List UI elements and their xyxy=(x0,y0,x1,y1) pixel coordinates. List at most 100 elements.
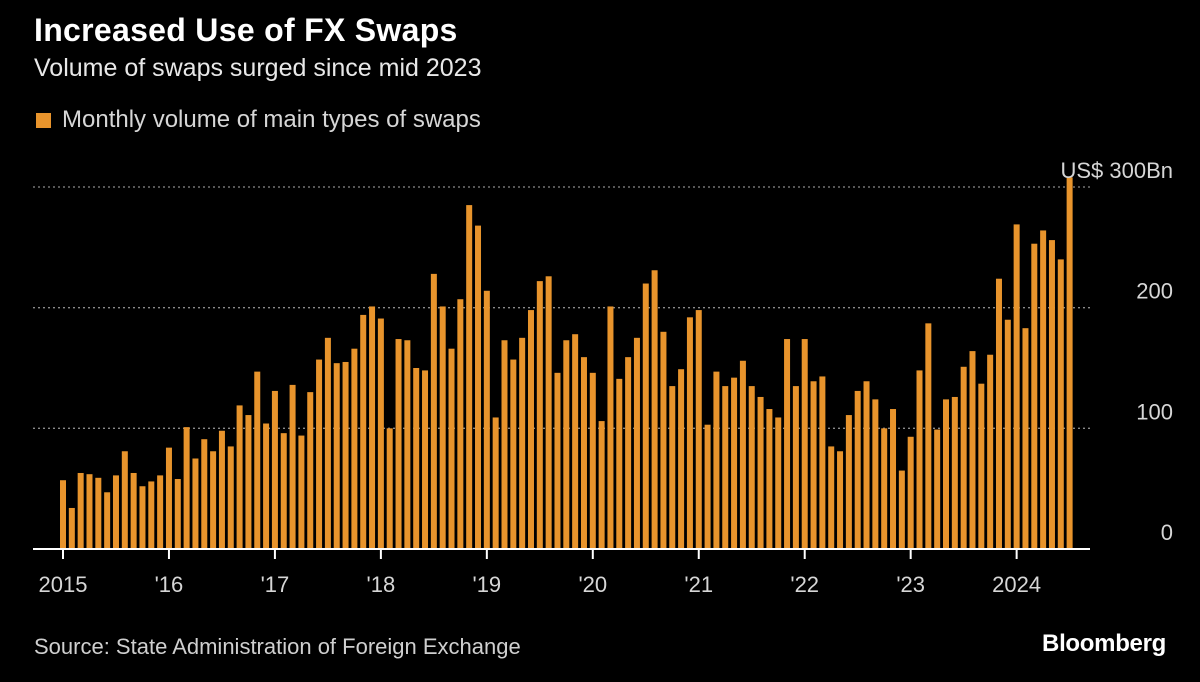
bar xyxy=(148,481,155,549)
bar xyxy=(342,361,349,549)
x-tick-label: '21 xyxy=(684,572,713,597)
bar xyxy=(828,446,835,549)
y-tick-label: US$ 300Bn xyxy=(1060,158,1173,183)
bar xyxy=(377,318,384,549)
bar xyxy=(333,363,340,549)
bar xyxy=(598,421,605,549)
bars xyxy=(60,177,1073,550)
bar xyxy=(236,405,243,549)
bar xyxy=(925,323,932,549)
bar xyxy=(625,357,632,549)
bar xyxy=(519,337,526,549)
bar xyxy=(713,371,720,549)
gridlines xyxy=(33,186,1090,429)
legend-swatch xyxy=(36,112,51,128)
bar xyxy=(1048,240,1055,549)
y-tick-label: 100 xyxy=(1136,399,1173,424)
bar xyxy=(792,386,799,549)
x-tick-label: 2015 xyxy=(39,572,88,597)
bar xyxy=(60,480,66,549)
source-note: Source: State Administration of Foreign … xyxy=(34,634,521,659)
bar xyxy=(863,381,870,549)
legend: Monthly volume of main types of swaps xyxy=(36,106,481,134)
bar xyxy=(157,475,164,549)
bar xyxy=(616,378,623,549)
bar xyxy=(1066,177,1073,549)
bar xyxy=(704,424,711,549)
bar xyxy=(492,417,499,549)
bar xyxy=(819,376,826,549)
bar xyxy=(68,507,75,549)
bar xyxy=(280,433,287,549)
bar xyxy=(395,339,402,549)
bar xyxy=(536,281,543,549)
bar xyxy=(316,359,323,549)
bloomberg-logo: Bloomberg xyxy=(1042,630,1166,657)
bar xyxy=(165,447,172,549)
bar xyxy=(448,348,455,549)
bar xyxy=(254,371,261,549)
bar xyxy=(678,369,685,549)
bar xyxy=(289,384,296,549)
bar xyxy=(757,396,764,549)
bar xyxy=(298,435,305,549)
bar xyxy=(430,273,437,549)
bar xyxy=(475,225,482,550)
bar xyxy=(227,446,234,549)
bar xyxy=(951,396,958,549)
bar xyxy=(731,377,738,549)
bar xyxy=(192,458,199,549)
bar xyxy=(527,310,534,549)
bar xyxy=(466,205,473,549)
bar xyxy=(369,306,376,549)
bar xyxy=(324,337,331,549)
bar xyxy=(881,428,888,549)
bar xyxy=(651,270,658,549)
bar xyxy=(589,372,596,549)
bar xyxy=(1040,230,1047,549)
bar xyxy=(766,409,773,549)
bar xyxy=(183,427,190,549)
bar xyxy=(907,436,914,549)
bar xyxy=(121,451,128,549)
x-tick-label: '22 xyxy=(790,572,819,597)
bar xyxy=(510,359,517,549)
bar xyxy=(210,451,217,549)
bar xyxy=(898,470,905,549)
bar xyxy=(1057,259,1064,549)
bar xyxy=(775,417,782,549)
bar xyxy=(810,381,817,549)
bar xyxy=(139,486,146,549)
bar xyxy=(854,390,861,549)
bar xyxy=(1031,243,1038,549)
bar xyxy=(686,317,693,549)
bar xyxy=(112,475,119,549)
bar xyxy=(695,310,702,549)
x-tick-label: 2024 xyxy=(992,572,1041,597)
bar xyxy=(607,306,614,549)
bar xyxy=(95,477,102,549)
x-tick-label: '16 xyxy=(155,572,184,597)
bar xyxy=(501,340,508,549)
bar xyxy=(1004,319,1011,549)
bar xyxy=(174,479,181,549)
bar xyxy=(422,370,429,549)
y-tick-label: 0 xyxy=(1161,520,1173,545)
bar xyxy=(748,386,755,549)
x-tick-label: '23 xyxy=(896,572,925,597)
bar xyxy=(1013,224,1020,549)
y-tick-label: 200 xyxy=(1136,279,1173,304)
bar xyxy=(969,351,976,549)
x-tick-label: '17 xyxy=(261,572,290,597)
bar xyxy=(995,278,1002,549)
bar xyxy=(201,439,208,549)
bar xyxy=(307,392,314,549)
bar xyxy=(934,429,941,549)
bar xyxy=(245,415,252,549)
bar xyxy=(572,334,579,549)
bar xyxy=(86,474,93,549)
bar xyxy=(104,492,111,549)
bar xyxy=(978,383,985,549)
x-tick-label: '18 xyxy=(367,572,396,597)
